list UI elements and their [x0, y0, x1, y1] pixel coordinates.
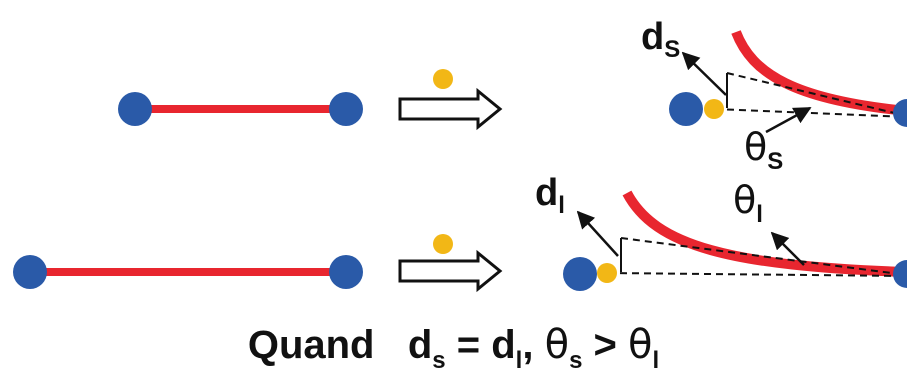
long-chain [13, 255, 363, 289]
short-bent-chain [731, 30, 907, 116]
short-end-node [669, 92, 703, 126]
long-chain-right-node [329, 255, 363, 289]
short-tangent-dashed [726, 72, 907, 117]
short-adsorbed-particle [704, 99, 724, 119]
short-adsorbed-chain [669, 30, 907, 134]
short-particle [433, 69, 453, 89]
long-adsorbed-chain [563, 190, 907, 291]
caption-theta-long-sub: l [652, 347, 660, 374]
short-theta-arrow [765, 106, 812, 134]
caption: Quand ds = dl, θs > θl [0, 322, 907, 375]
short-chain [118, 92, 363, 126]
caption-theta-long: θ [628, 322, 653, 368]
short-chain-right-node [329, 92, 363, 126]
long-adsorbed-particle [597, 263, 617, 283]
short-theta-label: θS [744, 125, 783, 175]
caption-theta-short: θ [544, 322, 570, 368]
caption-greater: > [582, 323, 629, 367]
caption-comma: , [522, 323, 545, 367]
long-d-arrow [576, 210, 619, 257]
long-theta-arrow [770, 231, 805, 266]
caption-d-short: d [407, 323, 433, 367]
long-theta-label: θl [733, 178, 763, 228]
long-particle [433, 234, 453, 254]
short-chain-left-node [118, 92, 152, 126]
long-tangent-dashed [620, 237, 907, 276]
arrow-right-icon [398, 87, 503, 131]
caption-d-short-sub: s [432, 347, 446, 374]
caption-d-long: d [491, 323, 516, 367]
caption-d-long-sub: l [515, 347, 523, 374]
caption-word: Quand [247, 323, 375, 367]
long-far-node [893, 260, 907, 288]
long-end-node [563, 257, 597, 291]
long-bent-chain [622, 190, 907, 277]
short-d-arrow [681, 51, 727, 96]
short-far-node [893, 99, 907, 127]
long-chain-left-node [13, 255, 47, 289]
short-d-label: dS [641, 16, 680, 63]
caption-theta-short-sub: s [569, 347, 583, 374]
arrow-right-icon [398, 249, 503, 293]
long-d-label: dl [535, 172, 565, 219]
caption-equals: = [445, 323, 492, 367]
long-baseline-dashed [607, 272, 907, 277]
